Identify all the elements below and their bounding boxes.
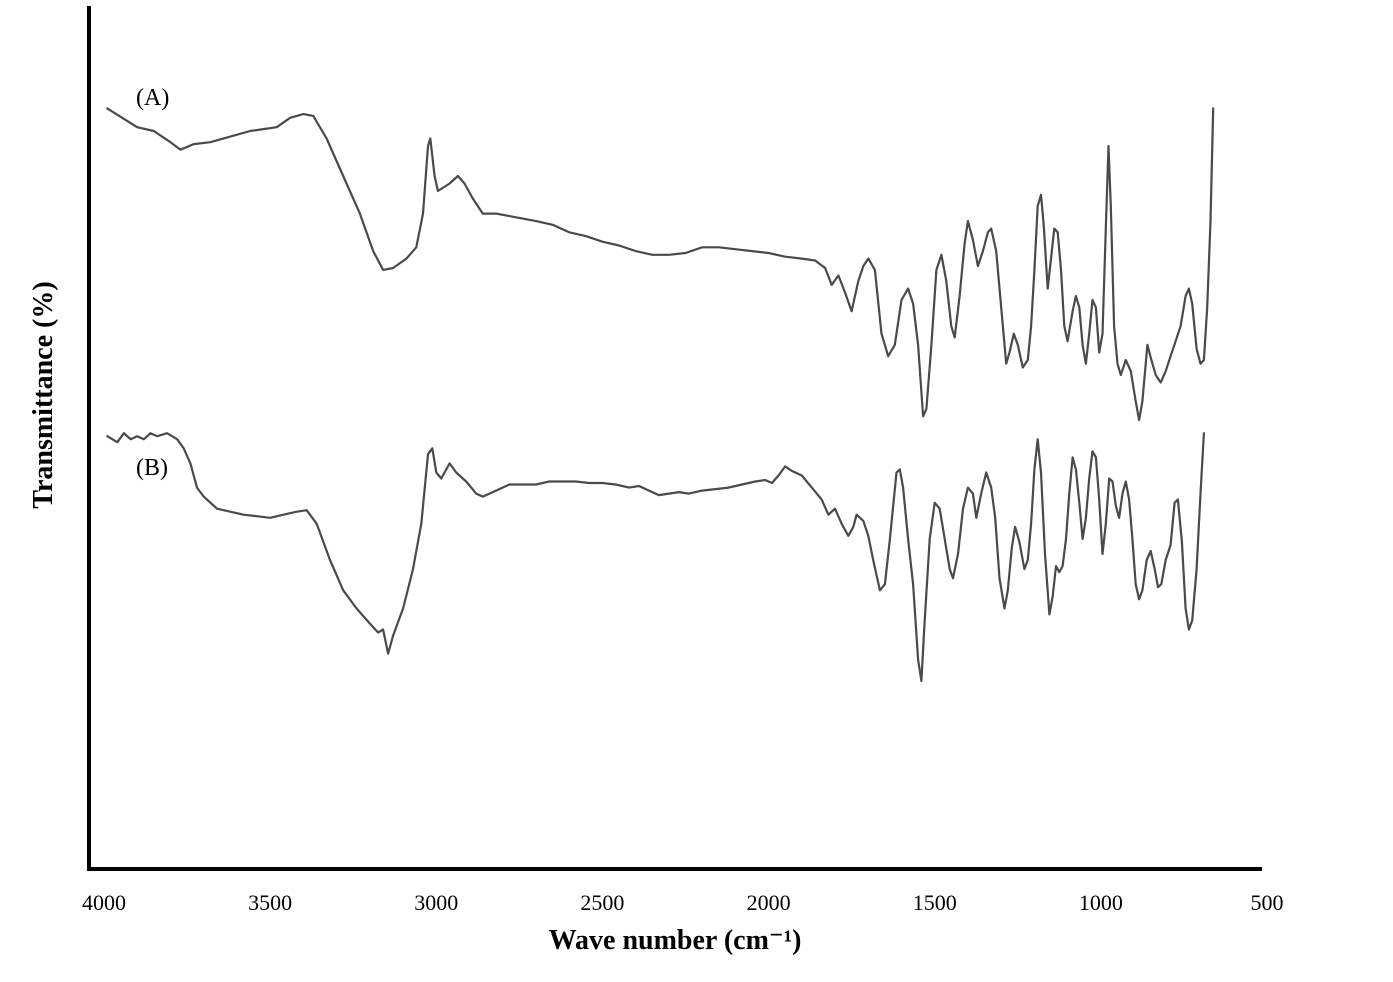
spectrum-line-b [106, 432, 1205, 682]
x-tick-label: 2500 [580, 890, 624, 915]
x-tick-labels: 4000 3500 3000 2500 2000 1500 1000 500 [82, 890, 1284, 915]
x-tick-label: 1500 [913, 890, 957, 915]
spectra-group [106, 107, 1215, 682]
x-tick-label: 3000 [414, 890, 458, 915]
series-label-b: (B) [136, 455, 168, 481]
x-tick-label: 1000 [1079, 890, 1123, 915]
x-axis-title: Wave number (cm⁻¹) [549, 925, 802, 956]
series-label-a: (A) [136, 85, 169, 111]
x-tick-label: 500 [1251, 890, 1284, 915]
spectrum-line-a [106, 107, 1215, 422]
y-axis-title: Transmittance (%) [28, 281, 59, 508]
x-tick-label: 2000 [747, 890, 791, 915]
x-tick-label: 3500 [248, 890, 292, 915]
x-tick-label: 4000 [82, 890, 126, 915]
